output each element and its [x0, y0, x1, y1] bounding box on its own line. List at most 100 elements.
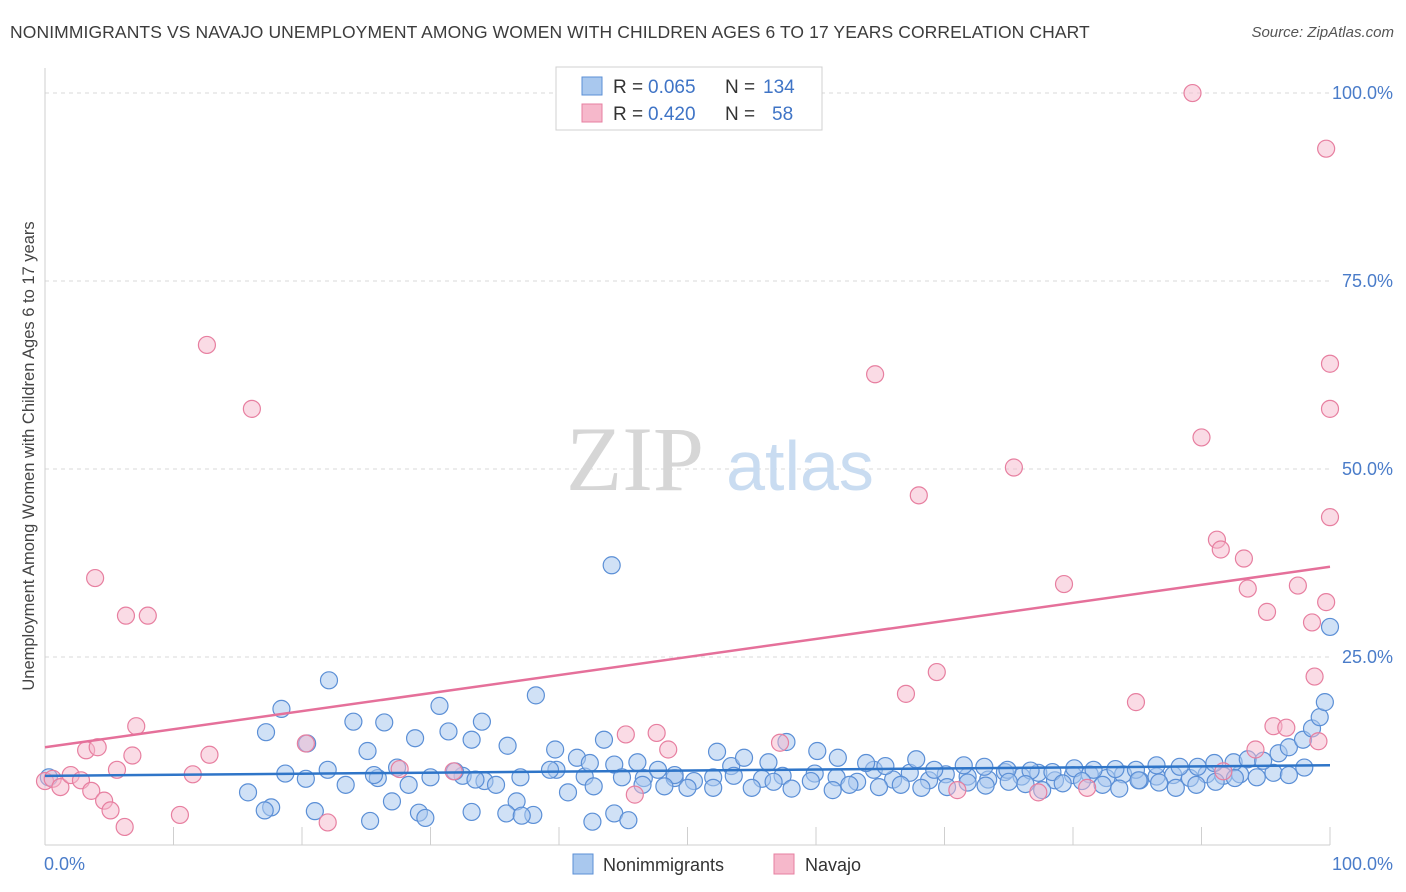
- data-point-nonimmigrants: [361, 811, 380, 831]
- data-point-nonimmigrants: [1320, 617, 1340, 637]
- y-tick-label: 100.0%: [1332, 83, 1393, 103]
- data-point-nonimmigrants: [1129, 771, 1148, 790]
- data-point-nonimmigrants: [399, 775, 418, 794]
- data-point-nonimmigrants: [1053, 774, 1072, 793]
- tick-labels: 25.0% 50.0% 75.0% 100.0% 0.0% 100.0%: [44, 83, 1393, 874]
- watermark-zip: ZIP: [566, 408, 704, 510]
- data-point-navajo: [1192, 428, 1211, 447]
- data-point-nonimmigrants: [619, 811, 638, 830]
- data-point-nonimmigrants: [707, 742, 727, 761]
- data-point-nonimmigrants: [305, 802, 324, 821]
- legend-r-value: 0.420: [648, 104, 696, 125]
- data-point-nonimmigrants: [1084, 760, 1103, 779]
- data-point-nonimmigrants: [526, 686, 545, 705]
- data-point-nonimmigrants: [724, 766, 743, 785]
- data-point-nonimmigrants: [999, 772, 1018, 791]
- legend-n-label: N =: [725, 104, 755, 125]
- data-point-nonimmigrants: [1295, 758, 1314, 777]
- trendline-navajo: [44, 565, 1331, 749]
- data-point-nonimmigrants: [808, 741, 827, 761]
- data-point-nonimmigrants: [546, 740, 565, 759]
- navajo-points: [35, 83, 1340, 837]
- y-axis-label: Unemployment Among Women with Children A…: [20, 221, 38, 690]
- watermark-atlas: atlas: [726, 427, 874, 505]
- data-point-nonimmigrants: [912, 778, 931, 797]
- data-point-navajo: [1305, 667, 1324, 686]
- data-point-navajo: [127, 717, 146, 736]
- legend-label-nonimmigrants: Nonimmigrants: [603, 855, 724, 875]
- data-point-nonimmigrants: [764, 772, 783, 791]
- data-point-nonimmigrants: [319, 671, 339, 690]
- data-point-nonimmigrants: [1310, 708, 1329, 727]
- data-point-navajo: [197, 335, 217, 355]
- data-point-navajo: [909, 486, 928, 505]
- data-point-nonimmigrants: [1149, 773, 1169, 792]
- data-point-navajo: [82, 781, 101, 800]
- data-point-navajo: [138, 606, 157, 625]
- chart-title: NONIMMIGRANTS VS NAVAJO UNEMPLOYMENT AMO…: [10, 22, 1090, 42]
- data-point-navajo: [101, 801, 120, 820]
- data-point-nonimmigrants: [558, 783, 578, 802]
- data-point-nonimmigrants: [975, 757, 994, 776]
- y-tick-label: 50.0%: [1342, 459, 1393, 479]
- data-point-navajo: [1257, 602, 1277, 621]
- data-point-nonimmigrants: [1279, 765, 1298, 785]
- data-point-navajo: [296, 734, 315, 753]
- data-point-nonimmigrants: [364, 765, 384, 785]
- data-point-nonimmigrants: [497, 804, 516, 823]
- data-point-nonimmigrants: [318, 760, 337, 779]
- x-tick-label: 100.0%: [1332, 854, 1393, 874]
- data-point-nonimmigrants: [439, 722, 458, 741]
- data-point-navajo: [1320, 508, 1340, 527]
- data-point-nonimmigrants: [891, 775, 910, 794]
- data-point-navajo: [1078, 778, 1097, 797]
- data-point-nonimmigrants: [876, 756, 895, 776]
- legend-swatch-pink: [581, 103, 603, 123]
- data-point-nonimmigrants: [1016, 774, 1035, 794]
- data-point-navajo: [625, 785, 644, 804]
- legend-n-value: 58: [772, 104, 793, 125]
- data-point-nonimmigrants: [801, 771, 820, 791]
- data-point-nonimmigrants: [1279, 738, 1298, 757]
- data-point-nonimmigrants: [584, 777, 603, 796]
- legend-r-label: R =: [613, 104, 643, 125]
- data-point-nonimmigrants: [594, 730, 614, 749]
- grid-lines: [45, 92, 1330, 658]
- data-point-nonimmigrants: [1093, 775, 1112, 794]
- data-point-navajo: [242, 399, 261, 418]
- watermark: ZIP atlas: [566, 408, 874, 510]
- legend-n-label: N =: [725, 77, 755, 98]
- data-point-navajo: [1309, 732, 1328, 751]
- nonimmigrants-points: [39, 556, 1340, 831]
- data-point-navajo: [1234, 549, 1254, 568]
- data-point-nonimmigrants: [907, 750, 926, 769]
- data-point-nonimmigrants: [1106, 759, 1125, 779]
- data-point-nonimmigrants: [857, 753, 876, 773]
- data-point-nonimmigrants: [405, 729, 425, 748]
- legend-r-value: 0.065: [648, 77, 696, 98]
- data-point-nonimmigrants: [869, 777, 889, 797]
- data-point-navajo: [200, 745, 219, 764]
- data-point-navajo: [1054, 574, 1074, 594]
- data-point-navajo: [116, 606, 136, 625]
- data-point-nonimmigrants: [828, 748, 847, 767]
- data-point-navajo: [659, 740, 678, 759]
- data-point-nonimmigrants: [472, 712, 491, 731]
- data-point-nonimmigrants: [344, 712, 363, 731]
- data-point-nonimmigrants: [580, 753, 599, 773]
- data-point-nonimmigrants: [678, 778, 697, 797]
- data-point-nonimmigrants: [486, 775, 506, 794]
- data-point-navajo: [1317, 139, 1336, 158]
- data-point-nonimmigrants: [256, 723, 276, 742]
- data-point-nonimmigrants: [336, 775, 355, 794]
- data-point-nonimmigrants: [583, 812, 602, 831]
- bottom-legend: Nonimmigrants Navajo: [572, 853, 861, 875]
- legend-label-navajo: Navajo: [805, 855, 861, 875]
- data-point-navajo: [1029, 783, 1048, 802]
- stats-legend: R = 0.065 N = 134 R = 0.420 N = 58: [555, 66, 823, 131]
- data-point-nonimmigrants: [976, 776, 995, 795]
- data-point-nonimmigrants: [375, 713, 394, 732]
- data-point-nonimmigrants: [1247, 768, 1266, 787]
- data-point-navajo: [86, 568, 105, 588]
